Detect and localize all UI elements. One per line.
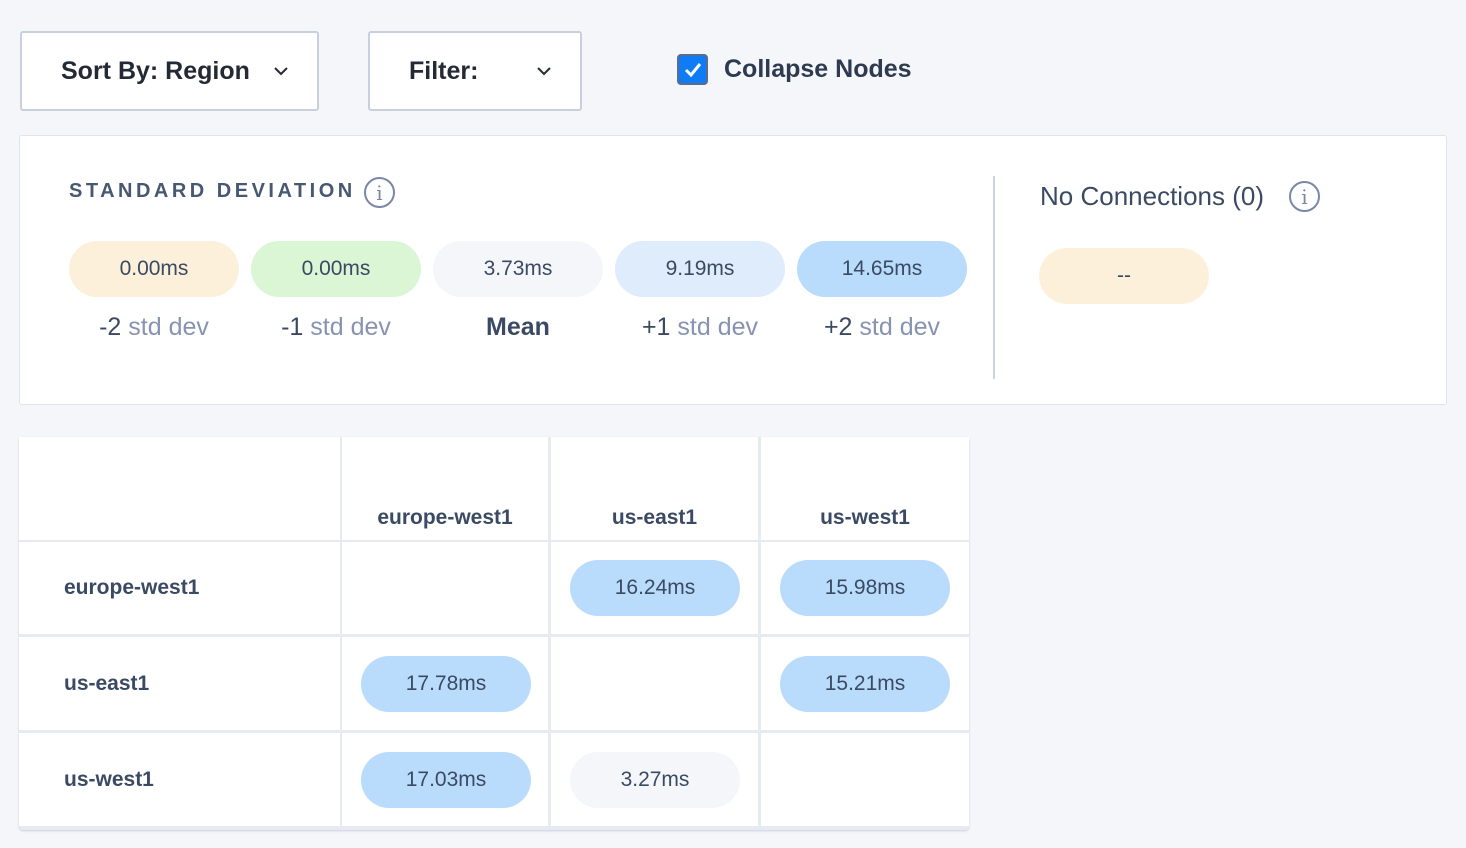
matrix-cell: [342, 542, 548, 634]
latency-matrix: europe-west1 us-east1 us-west1 europe-west1…: [19, 437, 969, 830]
latency-pill: 3.27ms: [570, 751, 740, 808]
stddev-label-prefix: -2: [99, 313, 122, 341]
matrix-cell: 16.24ms: [551, 542, 758, 634]
row-header: us-west1: [19, 733, 340, 826]
info-icon[interactable]: i: [364, 177, 395, 208]
stddev-label-prefix: +1: [641, 313, 671, 341]
info-icon[interactable]: i: [1289, 181, 1320, 212]
matrix-cell: 15.21ms: [761, 637, 969, 730]
collapse-nodes-label[interactable]: Collapse Nodes: [724, 55, 912, 83]
row-header: us-east1: [19, 637, 340, 730]
stddev-label: Mean: [433, 313, 603, 342]
stddev-pill: 3.73ms: [433, 241, 603, 297]
column-header-label: europe-west1: [377, 506, 513, 529]
matrix-cell: [551, 637, 758, 730]
latency-pill: 17.03ms: [361, 751, 531, 808]
row-header-label: europe-west1: [64, 576, 200, 599]
stddev-label: +1 std dev: [615, 313, 785, 342]
column-header: us-west1: [761, 437, 969, 540]
filter-label: Filter:: [409, 56, 479, 85]
stddev-pill: 0.00ms: [251, 241, 421, 297]
stddev-label-prefix: +2: [823, 313, 853, 341]
collapse-nodes-checkbox[interactable]: [677, 54, 708, 85]
stddev-label-prefix: Mean: [486, 313, 550, 341]
column-header: europe-west1: [342, 437, 548, 540]
latency-pill: 17.78ms: [361, 655, 531, 712]
stddev-label-suffix: std dev: [128, 313, 209, 341]
stddev-label-suffix: std dev: [677, 313, 759, 341]
no-connections-label: No Connections (0): [1040, 181, 1264, 211]
no-connections-pill: --: [1039, 248, 1209, 304]
filter-dropdown[interactable]: Filter:: [368, 31, 582, 111]
sort-label: Sort By: Region: [61, 56, 250, 85]
matrix-cell: 17.78ms: [342, 637, 548, 730]
matrix-cell: [761, 733, 969, 826]
stddev-pill: 0.00ms: [69, 241, 239, 297]
stddev-card: STANDARD DEVIATION i 0.00ms -2 std dev 0.0…: [19, 135, 1447, 405]
chevron-down-icon: [537, 67, 551, 76]
matrix-cell: 3.27ms: [551, 733, 758, 826]
checkmark-icon: [684, 62, 701, 77]
divider: [993, 176, 995, 379]
latency-pill: 15.98ms: [780, 560, 950, 616]
chevron-down-icon: [274, 67, 288, 76]
matrix-cell: 15.98ms: [761, 542, 969, 634]
column-header-label: us-east1: [611, 506, 698, 529]
matrix-cell: 17.03ms: [342, 733, 548, 826]
stddev-pill: 14.65ms: [797, 241, 967, 297]
row-header-label: us-east1: [64, 671, 150, 695]
stddev-label-prefix: -1: [281, 313, 304, 341]
latency-pill: 16.24ms: [570, 560, 740, 616]
stddev-label-suffix: std dev: [859, 313, 941, 341]
column-header: us-east1: [551, 437, 758, 540]
sort-dropdown[interactable]: Sort By: Region: [20, 31, 319, 111]
stddev-label: -1 std dev: [251, 313, 421, 342]
stddev-pill: 9.19ms: [615, 241, 785, 297]
latency-pill: 15.21ms: [780, 655, 950, 712]
stddev-label: +2 std dev: [797, 313, 967, 342]
row-header: europe-west1: [19, 542, 340, 634]
column-header-label: us-west1: [820, 506, 910, 529]
corner-cell: [19, 437, 340, 540]
stddev-title: STANDARD DEVIATION: [69, 180, 356, 202]
stddev-label: -2 std dev: [69, 313, 239, 342]
stddev-label-suffix: std dev: [310, 313, 391, 341]
row-header-label: us-west1: [64, 767, 154, 791]
